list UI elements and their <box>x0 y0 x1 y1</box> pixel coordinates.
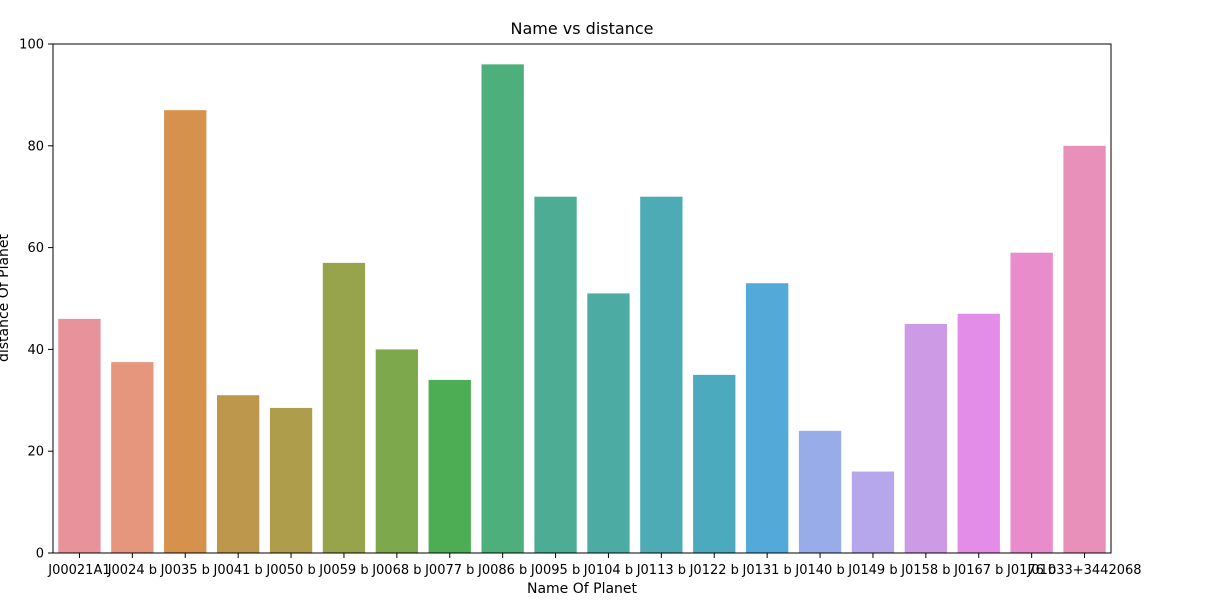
bar-9 <box>481 64 524 554</box>
chart-title: Name vs distance <box>511 19 654 38</box>
bar-12 <box>640 196 683 553</box>
y-tick-label-5: 80 <box>27 139 44 154</box>
x-tick-label-5: J0050 b <box>265 563 315 578</box>
bar-2 <box>111 362 154 553</box>
plot-frame <box>52 43 1112 554</box>
y-tick-label-6: 100 <box>19 38 44 53</box>
x-tick-label-10: J0095 b <box>530 563 580 578</box>
y-tick-label-2: 20 <box>27 445 44 460</box>
bar-13 <box>693 374 736 553</box>
bar-1 <box>58 318 101 553</box>
bar-8 <box>428 379 471 553</box>
bar-7 <box>375 349 419 553</box>
x-tick-label-14: J0131 b <box>741 563 791 578</box>
x-tick-label-12: J0113 b <box>636 563 686 578</box>
bar-20 <box>1063 145 1106 554</box>
x-tick-label-18: J0167 b <box>953 563 1003 578</box>
bar-17 <box>904 323 948 553</box>
bar-5 <box>269 407 313 553</box>
x-tick-label-19: J0176 b <box>1006 563 1056 578</box>
x-tick-label-11: J0104 b <box>583 563 633 578</box>
x-tick-label-3: J0035 b <box>160 563 210 578</box>
y-tick-label-3: 40 <box>27 343 44 358</box>
x-tick-label-4: J0041 b <box>212 563 262 578</box>
x-tick-label-20: J01033+3442068 <box>1027 563 1142 578</box>
y-axis-label: distance Of Planet <box>0 233 12 362</box>
x-tick-label-2: J0024 b <box>107 563 157 578</box>
x-tick-label-7: J0068 b <box>371 563 421 578</box>
x-tick-label-17: J0158 b <box>900 563 950 578</box>
bar-16 <box>851 471 895 553</box>
bar-14 <box>745 283 789 553</box>
x-tick-label-6: J0059 b <box>318 563 368 578</box>
y-tick-label-4: 60 <box>27 241 44 256</box>
bar-19 <box>1010 252 1053 553</box>
y-tick-label-1: 0 <box>36 547 44 562</box>
x-tick-label-8: J0077 b <box>424 563 474 578</box>
bars-group <box>58 64 1106 554</box>
bar-4 <box>216 395 260 553</box>
x-tick-label-15: J0140 b <box>794 563 844 578</box>
x-tick-label-13: J0122 b <box>689 563 739 578</box>
bar-18 <box>957 313 1000 553</box>
x-axis-label: Name Of Planet <box>527 581 638 597</box>
x-tick-label-9: J0086 b <box>477 563 527 578</box>
bar-11 <box>587 293 630 553</box>
x-tick-label-16: J0149 b <box>847 563 897 578</box>
bar-6 <box>322 262 366 553</box>
y-axis: 0 20 40 60 80 100 <box>19 38 53 562</box>
x-tick-label-1: J00021A1 <box>47 563 110 578</box>
bar-15 <box>798 430 842 553</box>
bar-3 <box>164 110 207 554</box>
bar-10 <box>534 196 577 553</box>
